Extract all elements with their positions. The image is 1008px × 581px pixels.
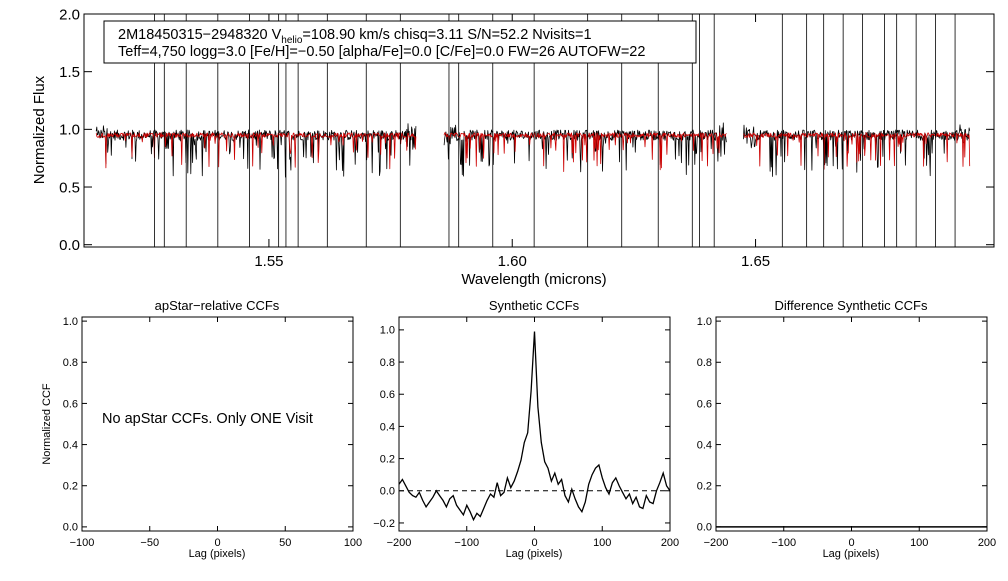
y-tick-label: 0.5 bbox=[59, 179, 80, 196]
annotation-line-1-post: =108.90 km/s chisq=3.11 S/N=52.2 Nvisits… bbox=[302, 27, 591, 43]
y-tick-label: 1.0 bbox=[59, 122, 80, 139]
difference-ccf-ticks: −200 −100 0 100 200 0.0 0.2 0.4 0.6 0.8 1.0 bbox=[697, 316, 996, 549]
difference-ccf-title: Difference Synthetic CCFs bbox=[775, 298, 928, 313]
apstar-ccf-xlabel: Lag (pixels) bbox=[189, 548, 246, 560]
y-tick-label: 0.6 bbox=[697, 398, 712, 410]
x-tick-label: 0 bbox=[214, 537, 220, 549]
annotation-line-1-pre: 2M18450315−2948320 V bbox=[118, 27, 282, 43]
y-tick-label: 0.2 bbox=[63, 481, 78, 493]
apstar-ccf-message: No apStar CCFs. Only ONE Visit bbox=[102, 411, 313, 427]
y-tick-label: 0.6 bbox=[63, 398, 78, 410]
x-tick-label: 100 bbox=[344, 537, 362, 549]
y-tick-label: 0.2 bbox=[697, 481, 712, 493]
y-tick-label: 0.0 bbox=[59, 237, 80, 254]
apstar-ccf-ticks: −100 −50 0 50 100 0.0 0.2 0.4 0.6 0.8 1.0 bbox=[63, 316, 362, 549]
synthetic-ccf-frame bbox=[398, 316, 671, 532]
y-tick-label: 0.6 bbox=[380, 389, 395, 401]
apstar-ccf-title: apStar−relative CCFs bbox=[155, 298, 280, 313]
y-tick-label: 0.0 bbox=[380, 486, 395, 498]
spectrum-series-line bbox=[443, 132, 727, 172]
x-tick-label: −200 bbox=[704, 537, 729, 549]
y-tick-label: 0.0 bbox=[63, 522, 78, 534]
y-tick-label: 0.8 bbox=[63, 357, 78, 369]
spectrum-ylabel: Normalized Flux bbox=[31, 75, 48, 184]
y-tick-label: 0.8 bbox=[697, 357, 712, 369]
synthetic-ccf-title: Synthetic CCFs bbox=[489, 298, 580, 313]
x-tick-label: −100 bbox=[70, 537, 95, 549]
y-tick-label: 0.8 bbox=[380, 357, 395, 369]
difference-ccf-frame bbox=[715, 316, 988, 532]
synthetic-ccf-ticks: −200 −100 0 100 200 −0.2 0.0 0.2 0.4 0.6 0.8 1.0 bbox=[373, 317, 679, 549]
spectrum-series-line bbox=[95, 132, 417, 170]
annotation-line-1: 2M18450315−2948320 Vhelio=108.90 km/s ch… bbox=[118, 27, 592, 46]
y-tick-label: 1.0 bbox=[697, 316, 712, 328]
x-tick-label: 1.60 bbox=[498, 253, 527, 270]
y-tick-label: 2.0 bbox=[59, 6, 80, 23]
difference-ccf-panel: Difference Synthetic CCFs −200 −100 0 100 20… bbox=[697, 298, 996, 560]
y-tick-label: 1.5 bbox=[59, 64, 80, 81]
x-tick-label: 200 bbox=[661, 537, 679, 549]
annotation-frame bbox=[103, 20, 697, 64]
spectrum-series-line bbox=[743, 132, 971, 170]
x-tick-label: −100 bbox=[454, 537, 479, 549]
spectrum-plot-frame bbox=[83, 13, 995, 248]
apstar-ccf-ylabel: Normalized CCF bbox=[41, 383, 53, 465]
x-tick-label: 0 bbox=[848, 537, 854, 549]
y-tick-label: 0.4 bbox=[697, 439, 712, 451]
x-tick-label: 1.55 bbox=[254, 253, 283, 270]
spectrum-xlabel: Wavelength (microns) bbox=[461, 271, 606, 288]
annotation-line-1-sub: helio bbox=[281, 35, 303, 46]
synthetic-ccf-panel: Synthetic CCFs −200 −100 0 100 200 −0.2 0.0 0.2… bbox=[373, 298, 679, 560]
y-tick-label: 0.4 bbox=[63, 439, 78, 451]
annotation-line-2: Teff=4,750 logg=3.0 [Fe/H]=−0.50 [alpha/… bbox=[118, 44, 645, 60]
x-tick-label: 1.65 bbox=[741, 253, 770, 270]
y-tick-label: 0.2 bbox=[380, 453, 395, 465]
spectrum-series-line bbox=[95, 123, 417, 178]
x-tick-label: −200 bbox=[387, 537, 412, 549]
y-tick-label: 0.4 bbox=[380, 421, 395, 433]
spectrum-panel: 1.55 1.60 1.65 0.0 0.5 1.0 1.5 2.0 Normalized F… bbox=[31, 6, 995, 288]
y-tick-label: 1.0 bbox=[63, 316, 78, 328]
y-tick-label: 0.0 bbox=[697, 522, 712, 534]
spectrum-ticks: 1.55 1.60 1.65 0.0 0.5 1.0 1.5 2.0 bbox=[59, 6, 994, 270]
apstar-ccf-panel: apStar−relative CCFs −100 −50 0 50 100 0.0 0.2… bbox=[41, 298, 362, 560]
y-tick-label: −0.2 bbox=[373, 518, 395, 530]
x-tick-label: 100 bbox=[910, 537, 928, 549]
x-tick-label: −50 bbox=[140, 537, 159, 549]
x-tick-label: 0 bbox=[531, 537, 537, 549]
x-tick-label: 50 bbox=[279, 537, 291, 549]
spectrum-series-line bbox=[443, 122, 727, 177]
x-tick-label: 200 bbox=[978, 537, 996, 549]
synthetic-ccf-line bbox=[398, 331, 671, 522]
x-tick-label: −100 bbox=[771, 537, 796, 549]
x-tick-label: 100 bbox=[593, 537, 611, 549]
difference-ccf-xlabel: Lag (pixels) bbox=[823, 548, 880, 560]
y-tick-label: 1.0 bbox=[380, 325, 395, 337]
spectrum-annotation-box: 2M18450315−2948320 Vhelio=108.90 km/s ch… bbox=[103, 20, 697, 64]
synthetic-ccf-xlabel: Lag (pixels) bbox=[506, 548, 563, 560]
synthetic-ccf-lines bbox=[398, 331, 671, 522]
